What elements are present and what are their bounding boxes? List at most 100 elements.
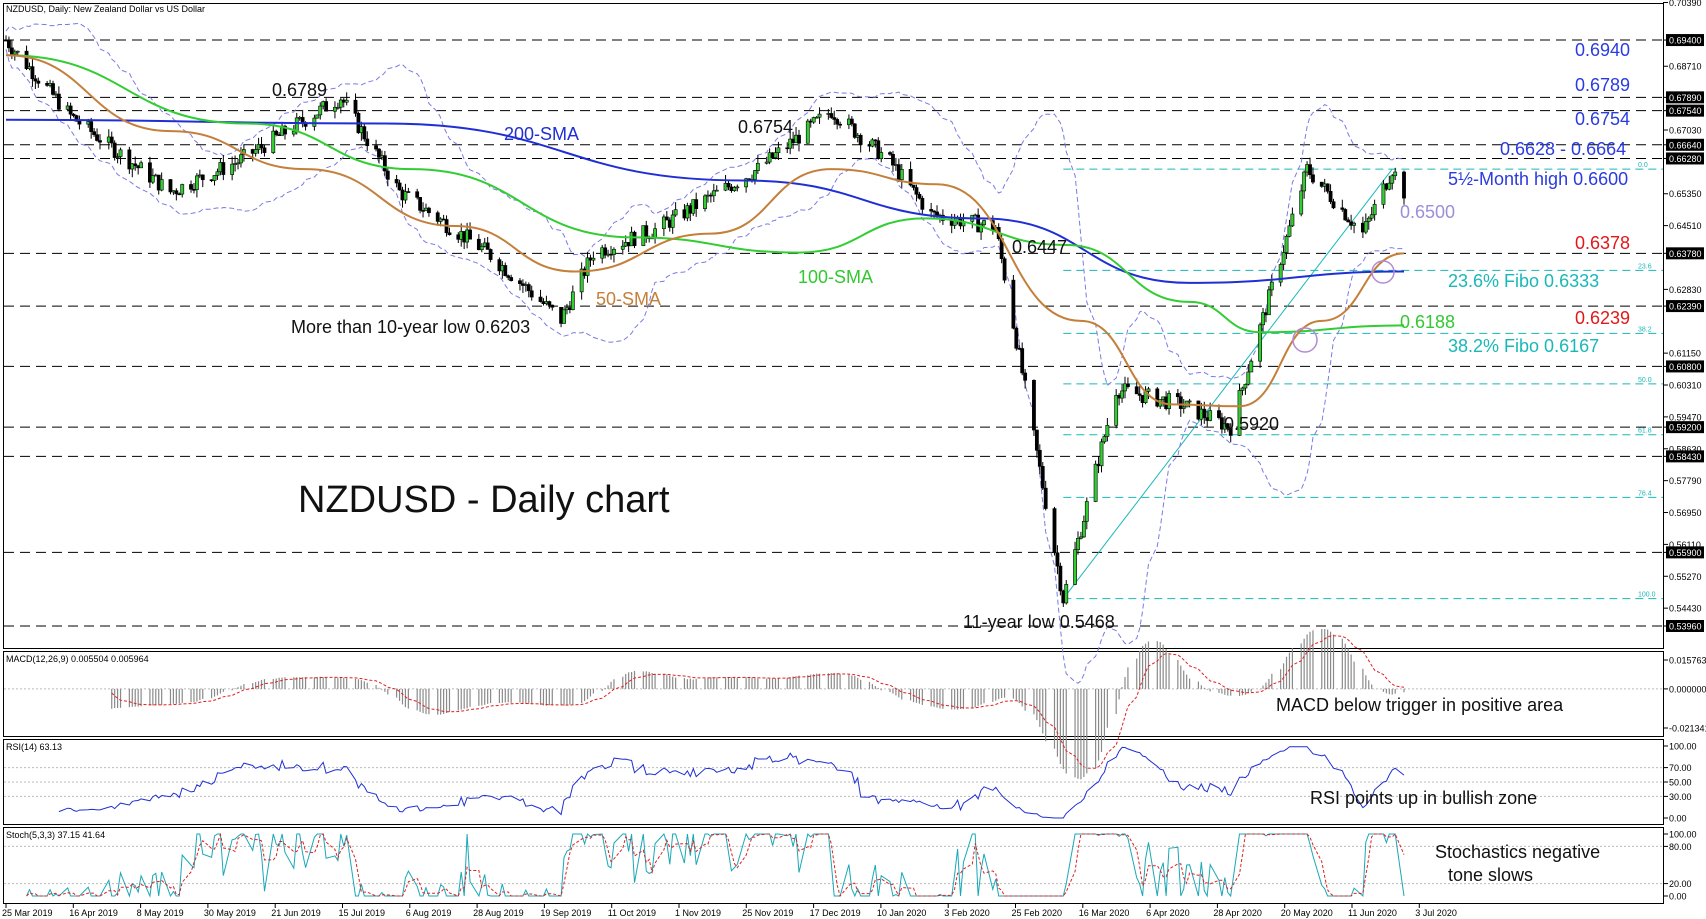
fibo-trendline — [1062, 168, 1393, 599]
price-tick-label: 0.55900 — [1669, 548, 1702, 558]
candle-body — [673, 209, 678, 216]
price-tick-label: 0.68710 — [1669, 62, 1702, 72]
candle-body — [1237, 390, 1242, 436]
candle-body — [159, 179, 164, 191]
price-tick-label: 0.55270 — [1669, 572, 1702, 582]
fibo-label: 61.8 — [1638, 428, 1652, 435]
candle-body — [338, 99, 343, 108]
candle-body — [726, 182, 731, 188]
price-tick-highlight — [1666, 247, 1704, 260]
candle-body — [1278, 264, 1283, 283]
candle-body — [703, 195, 707, 209]
fibo-label: 38.2 — [1638, 326, 1652, 333]
level-label: 5½-Month high 0.6600 — [1448, 169, 1628, 189]
candle-body — [435, 212, 440, 222]
candle-body — [1079, 536, 1083, 539]
stochastic-indicator: 100.00 80.00 20.00 0.00 — [4, 830, 1697, 902]
date-tick-label: 6 Aug 2019 — [406, 908, 452, 918]
candle-body — [274, 130, 279, 135]
candle-body — [271, 130, 276, 153]
candle-body — [879, 152, 884, 159]
candle-body — [468, 229, 472, 240]
date-tick-label: 15 Jul 2019 — [339, 908, 386, 918]
stoch-tick-label: 0.00 — [1669, 892, 1687, 902]
candle-body — [1402, 171, 1406, 199]
candle-body — [661, 216, 666, 230]
candle-body — [488, 249, 493, 260]
candle-body — [335, 106, 340, 109]
fibo-label: 100.0 — [1638, 592, 1656, 599]
date-tick-label: 25 Feb 2020 — [1012, 908, 1063, 918]
candle-body — [1281, 252, 1286, 265]
candle-body — [1258, 324, 1262, 362]
level-label: 0.6940 — [1575, 40, 1630, 60]
candle-body — [230, 163, 235, 175]
candle-body — [1381, 183, 1386, 205]
candle-body — [814, 116, 819, 119]
candle-body — [262, 147, 267, 153]
level-label: 0.6754 — [1575, 109, 1630, 129]
candle-body — [403, 191, 408, 201]
macd-header: MACD(12,26,9) 0.005504 0.005964 — [6, 654, 149, 664]
candle-body — [1363, 221, 1368, 233]
candle-body — [979, 224, 983, 233]
candle-body — [620, 245, 625, 250]
fibo-label: 0.0 — [1638, 162, 1648, 169]
price-tick-highlight — [1666, 91, 1704, 104]
candle-body — [1011, 279, 1016, 329]
candle-body — [1052, 508, 1057, 554]
macd-indicator: 0.015763 0.000000 -0.021341 — [4, 629, 1706, 780]
price-tick-highlight — [1666, 619, 1704, 632]
candle-body — [418, 197, 423, 211]
sma-line-100-sma — [5, 54, 1405, 334]
candle-body — [92, 131, 97, 135]
candle-body — [1299, 190, 1304, 215]
price-tick-label: 0.53960 — [1669, 621, 1702, 631]
candle-body — [212, 175, 217, 181]
candle-body — [506, 275, 511, 278]
candle-body — [764, 161, 769, 164]
candle-body — [294, 117, 299, 132]
annotation-0-5920: 0.5920 — [1224, 414, 1279, 434]
candle-body — [888, 152, 892, 155]
candle-body — [291, 130, 296, 135]
candle-body — [632, 231, 637, 246]
fibonacci-retracement: 0.0 23.6 38.2 50.0 61.8 76.4 100.0 — [1062, 162, 1663, 600]
candle-body — [817, 113, 822, 118]
candle-body — [51, 83, 55, 95]
fibo-label: 23.6 — [1638, 263, 1652, 270]
candle-body — [1325, 183, 1330, 192]
candle-body — [362, 126, 367, 140]
candle-body — [1249, 360, 1254, 373]
label-200-sma: 200-SMA — [504, 124, 579, 144]
candle-body — [1023, 372, 1028, 381]
level-lines — [4, 39, 1663, 627]
candle-body — [932, 210, 936, 213]
candle-body — [68, 105, 73, 115]
date-tick-label: 10 Jan 2020 — [877, 908, 927, 918]
price-tick-label: 0.63780 — [1669, 249, 1702, 259]
stoch-tick-label: 20.00 — [1669, 879, 1692, 889]
highlight-circle-sma50-cross — [1292, 327, 1318, 353]
candle-body — [832, 117, 837, 120]
candle-body — [835, 119, 840, 125]
candle-body — [1208, 410, 1213, 421]
price-tick-label: 0.66280 — [1669, 154, 1702, 164]
chart-title: NZDUSD - Daily chart — [298, 479, 670, 521]
candle-body — [1287, 225, 1292, 237]
rsi-tick-label: 30.00 — [1669, 792, 1692, 802]
candle-body — [1155, 388, 1160, 407]
candle-body — [318, 105, 323, 116]
stoch-panel-frame — [3, 827, 1664, 904]
price-tick-label: 0.64510 — [1669, 221, 1702, 231]
candle-body — [920, 197, 925, 210]
candle-body — [7, 39, 11, 49]
date-tick-label: 17 Dec 2019 — [810, 908, 861, 918]
stoch-tick-label: 100.00 — [1669, 830, 1697, 840]
candle-body — [9, 47, 14, 55]
crossover-highlights — [1292, 260, 1395, 353]
price-tick-label: 0.56950 — [1669, 508, 1702, 518]
candle-body — [1114, 395, 1119, 426]
candle-body — [344, 99, 349, 103]
rsi-tick-label: 50.00 — [1669, 778, 1692, 788]
